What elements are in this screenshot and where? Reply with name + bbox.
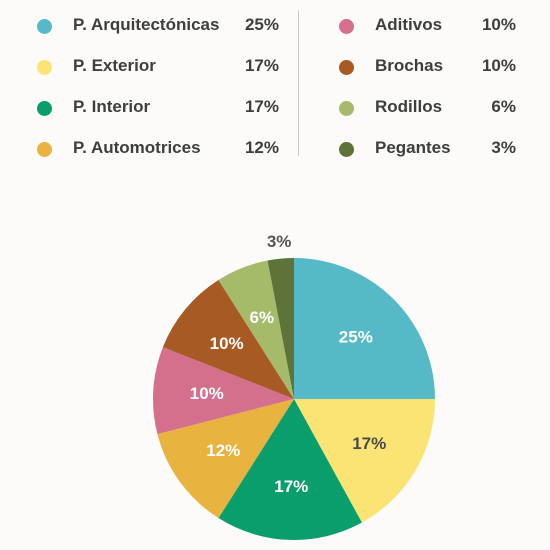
- legend-label: P. Arquitectónicas: [73, 15, 220, 34]
- legend-swatch: [339, 19, 354, 34]
- pie-slice-label: 25%: [339, 328, 373, 347]
- legend-swatch: [339, 60, 354, 75]
- legend-swatch: [37, 142, 52, 157]
- pie-slice: [267, 258, 294, 399]
- legend-label: P. Exterior: [73, 56, 156, 75]
- pie-slice-label: 6%: [250, 308, 275, 327]
- pie-slice-label: 10%: [190, 384, 224, 403]
- legend-item: P. Arquitectónicas 25%: [34, 6, 279, 47]
- legend: P. Arquitectónicas 25% P. Exterior 17% P…: [0, 0, 550, 170]
- legend-swatch: [37, 101, 52, 116]
- legend-divider: [298, 10, 299, 156]
- legend-item: P. Interior 17%: [34, 88, 279, 129]
- legend-label: Brochas: [375, 56, 444, 75]
- legend-label: Pegantes: [375, 138, 451, 157]
- legend-item: Brochas 10%: [336, 47, 516, 88]
- legend-label: P. Interior: [73, 97, 151, 116]
- legend-item: Aditivos 10%: [336, 6, 516, 47]
- legend-label: P. Automotrices: [73, 138, 201, 157]
- legend-swatch: [37, 19, 52, 34]
- pie-slice: [218, 399, 362, 540]
- pie-slice: [153, 347, 294, 435]
- pie-slice: [162, 279, 294, 399]
- legend-item: P. Exterior 17%: [34, 47, 279, 88]
- legend-percent: 12%: [244, 138, 279, 157]
- pie-slice: [294, 258, 435, 399]
- legend-item: Pegantes 3%: [336, 129, 516, 170]
- legend-swatch: [339, 142, 354, 157]
- legend-percent: 10%: [481, 56, 516, 75]
- pie-slice: [157, 399, 294, 519]
- legend-percent: 25%: [244, 15, 279, 34]
- pie-slice: [218, 260, 294, 399]
- pie-slice-label: 17%: [352, 434, 386, 453]
- legend-column-left: P. Arquitectónicas 25% P. Exterior 17% P…: [34, 6, 279, 170]
- legend-item: P. Automotrices 12%: [34, 129, 279, 170]
- legend-swatch: [37, 60, 52, 75]
- legend-item: Rodillos 6%: [336, 88, 516, 129]
- pie-slice-label: 12%: [206, 441, 240, 460]
- legend-swatch: [339, 101, 354, 116]
- legend-percent: 10%: [481, 15, 516, 34]
- pie-slice-label: 3%: [267, 232, 292, 251]
- pie-slice-label: 17%: [274, 477, 308, 496]
- legend-percent: 17%: [244, 97, 279, 116]
- legend-label: Aditivos: [375, 15, 443, 34]
- legend-percent: 17%: [244, 56, 279, 75]
- legend-percent: 6%: [491, 97, 516, 116]
- pie-slice-label: 10%: [210, 334, 244, 353]
- legend-percent: 3%: [491, 138, 516, 157]
- legend-column-right: Aditivos 10% Brochas 10% Rodillos 6% Peg…: [336, 6, 516, 170]
- pie-slice: [294, 399, 435, 523]
- legend-label: Rodillos: [375, 97, 443, 116]
